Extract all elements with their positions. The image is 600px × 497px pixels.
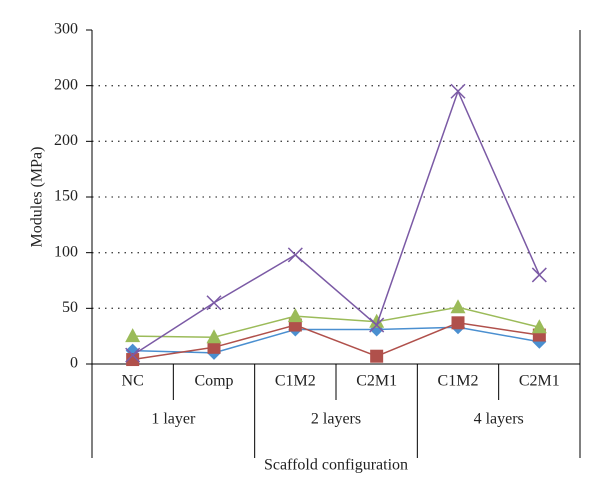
marker: [206, 295, 222, 311]
marker: [287, 308, 303, 323]
y-tick-label: 200: [54, 132, 78, 149]
series-line: [132, 322, 540, 361]
y-axis-title: Modules (MPa): [29, 147, 46, 248]
marker: [450, 299, 466, 314]
x-tick-label: C2M1: [356, 373, 397, 390]
x-axis-title: Scaffold configuration: [264, 457, 408, 474]
marker: [125, 347, 141, 363]
group-label: 1 layer: [151, 411, 196, 428]
y-tick-label: 300: [54, 21, 78, 38]
marker: [451, 316, 465, 330]
marker: [369, 313, 385, 328]
marker: [287, 247, 303, 263]
y-tick-label: 150: [54, 188, 78, 205]
marker: [207, 340, 221, 354]
y-tick-label: 0: [70, 355, 78, 372]
x-tick-label: Comp: [194, 373, 233, 390]
series-line: [132, 89, 541, 356]
group-label: 4 layers: [474, 411, 524, 428]
series-line: [132, 306, 540, 339]
series-line: [132, 326, 540, 354]
marker: [369, 317, 385, 333]
group-label: 2 layers: [311, 411, 361, 428]
y-tick-label: 100: [54, 243, 78, 260]
marker: [531, 319, 547, 334]
x-tick-label: NC: [122, 373, 144, 390]
marker: [206, 329, 222, 344]
x-tick-label: C1M2: [275, 373, 316, 390]
marker: [450, 83, 466, 99]
y-tick-label: 50: [62, 299, 78, 316]
x-tick-label: C1M2: [438, 373, 479, 390]
marker: [125, 328, 141, 343]
x-tick-label: C2M1: [519, 373, 560, 390]
marker: [370, 349, 384, 363]
marker: [531, 267, 547, 283]
y-tick-label: 200: [54, 76, 78, 93]
marker: [126, 353, 140, 367]
